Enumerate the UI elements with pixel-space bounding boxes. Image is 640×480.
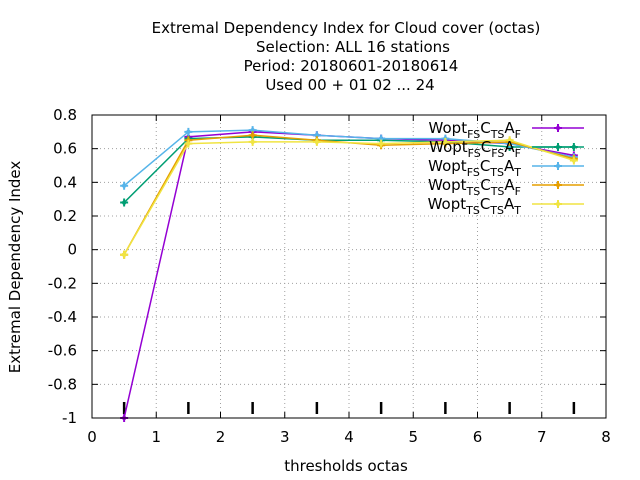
legend-label-2: WoptFSCFSAF (429, 138, 521, 160)
x-tick-label: 6 (473, 428, 483, 446)
title-line-4: Used 00 + 01 02 ... 24 (265, 76, 434, 94)
legend-text-part: C (480, 176, 490, 194)
legend-label-3: WoptFSCTSAT (428, 157, 521, 179)
legend-text-part: F (515, 185, 521, 198)
x-axis-label: thresholds octas (284, 457, 408, 475)
legend-text-part: Wopt (428, 195, 467, 213)
series-3-point-dot (121, 183, 127, 188)
series-5-point-dot (186, 141, 191, 146)
title-line-1: Extremal Dependency Index for Cloud cove… (152, 19, 541, 37)
legend-text-part: Wopt (428, 176, 467, 194)
legend-marker-4-dot (555, 182, 561, 188)
series-5 (120, 136, 578, 259)
series-3-point-dot (378, 136, 384, 141)
legend-marker-3-dot (555, 163, 561, 169)
chart-title: Extremal Dependency Index for Cloud cove… (152, 19, 541, 94)
x-tick-label: 8 (601, 428, 611, 446)
legend-text-part: FS (467, 166, 480, 179)
legend-text-part: C (481, 138, 491, 156)
legend-marker-2-dot (555, 144, 561, 150)
title-line-3: Period: 20180601-20180614 (244, 57, 459, 75)
legend-text-part: F (515, 147, 521, 160)
legend-text-part: TS (489, 204, 504, 217)
y-tick-label: -0.8 (48, 375, 77, 393)
y-tick-label: 0.6 (53, 140, 77, 158)
legend-text-part: A (504, 176, 515, 194)
series-2-point-dot (121, 200, 127, 205)
legend-text-part: T (513, 166, 521, 179)
y-tick-label: 0.4 (53, 173, 77, 191)
x-tick-label: 1 (151, 428, 161, 446)
legend-text-part: C (480, 157, 490, 175)
legend-text-part: TS (490, 128, 505, 141)
series-5-line (123, 139, 575, 256)
legend-text-part: FS (467, 128, 480, 141)
y-tick-label: -1 (62, 409, 77, 427)
legend-text-part: TS (490, 185, 505, 198)
plot-frame (91, 114, 607, 419)
series-5-point-dot (314, 139, 320, 145)
legend-text-part: A (504, 157, 515, 175)
series-5-point-dot (250, 139, 255, 145)
y-tick-label: 0.2 (53, 207, 77, 225)
y-axis-label: Extremal Dependency Index (6, 161, 24, 374)
threshold-markers (122, 402, 576, 414)
grid (92, 115, 606, 418)
series-3-point-dot (186, 129, 191, 135)
series-3-point-dot (250, 127, 255, 133)
legend-text-part: FS (468, 147, 481, 160)
legend-label-5: WoptTSCTSAT (428, 195, 522, 217)
y-tick-label: 0 (67, 241, 77, 259)
series-5-point-dot (571, 158, 577, 163)
legend-text-part: C (480, 119, 490, 137)
legend-text-part: A (504, 195, 515, 213)
legend-text-part: TS (489, 166, 504, 179)
series-4-point-dot (250, 133, 255, 138)
x-tick-label: 2 (216, 428, 226, 446)
series-5-point-dot (507, 138, 512, 143)
legend-text-part: TS (465, 204, 480, 217)
legend-text-part: F (515, 128, 521, 141)
x-tick-label: 5 (408, 428, 418, 446)
x-tick-label: 3 (280, 428, 290, 446)
series-3-point-dot (314, 133, 320, 138)
legend-text-part: C (480, 195, 490, 213)
x-tick-label: 7 (537, 428, 547, 446)
legend-text-part: Wopt (428, 157, 467, 175)
x-tick-label: 0 (87, 428, 97, 446)
series-5-point-dot (378, 141, 384, 146)
series-2-line (123, 136, 574, 204)
title-line-2: Selection: ALL 16 stations (256, 38, 450, 56)
legend-label-1: WoptFSCTSAF (429, 119, 521, 141)
y-tick-label: -0.4 (48, 308, 77, 326)
plot-series (120, 126, 578, 422)
legend-label-4: WoptTSCTSAF (428, 176, 521, 198)
legend-marker-5-dot (555, 201, 561, 207)
y-tick-label: -0.2 (48, 274, 77, 292)
legend-text-part: Wopt (429, 119, 468, 137)
legend-text-part: TS (466, 185, 481, 198)
axis-ticks: 0 1 2 3 4 5 6 7 8 -1 -0.8 -0.6 -0.4 -0.2 0 0.2 0.4 0.6 0.8 (48, 106, 611, 446)
legend-text-part: A (504, 138, 515, 156)
legend-text-part: A (504, 119, 515, 137)
y-tick-label: -0.6 (48, 342, 77, 360)
legend: WoptFSCTSAFWoptFSCFSAFWoptFSCTSATWoptTSC… (428, 119, 584, 217)
legend-text-part: Wopt (429, 138, 468, 156)
legend-text-part: T (513, 204, 521, 217)
series-5-point-dot (443, 139, 448, 145)
x-tick-label: 4 (344, 428, 354, 446)
legend-text-part: FS (491, 147, 504, 160)
y-tick-label: 0.8 (53, 106, 77, 124)
series-5-point-dot (121, 252, 127, 257)
legend-marker-1-dot (555, 125, 561, 131)
